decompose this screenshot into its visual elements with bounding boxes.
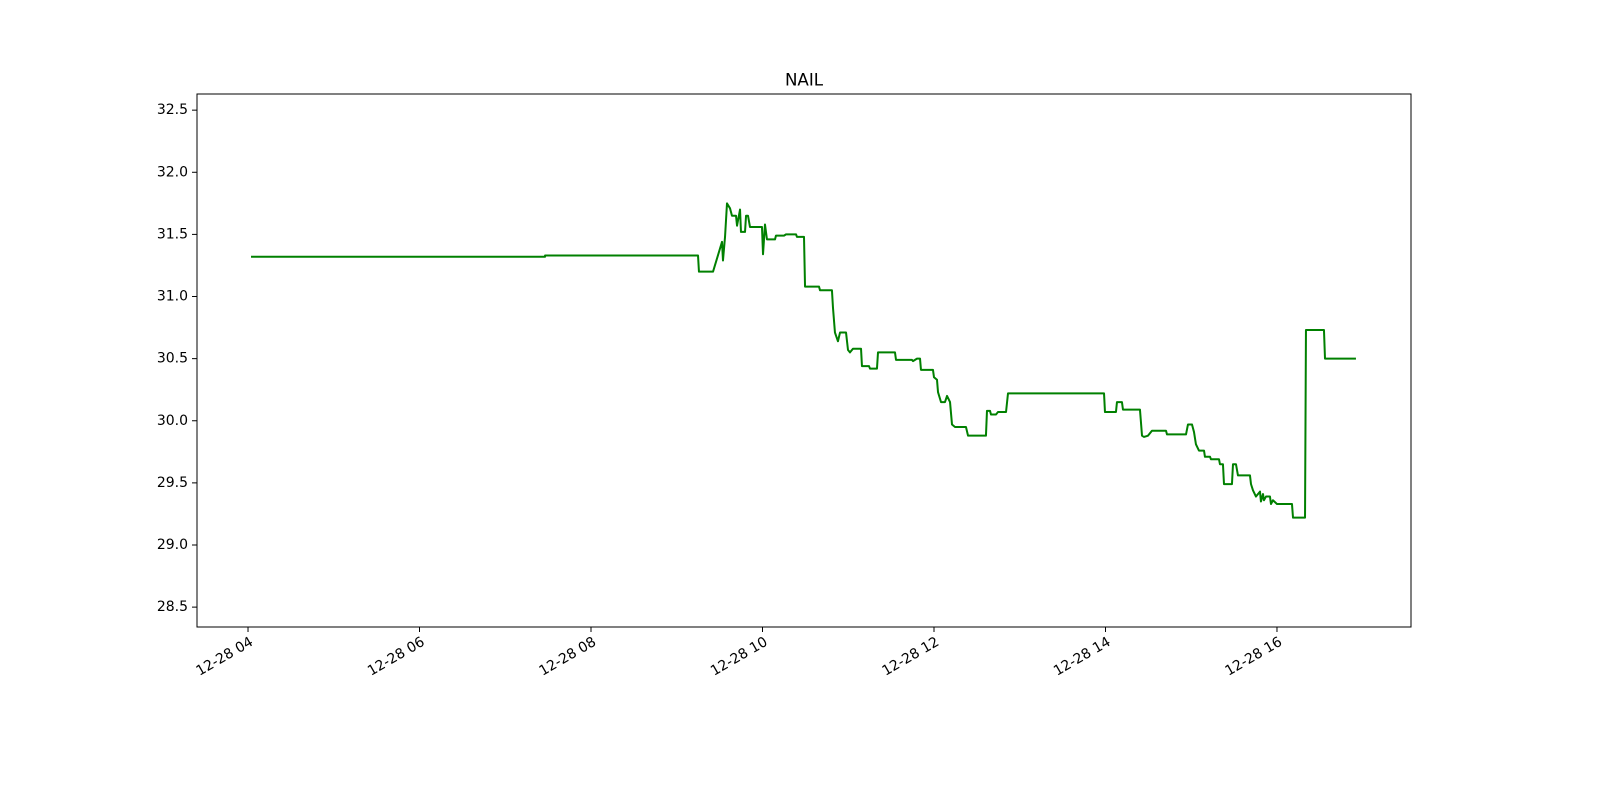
y-tick-label: 29.0 (157, 537, 188, 553)
y-tick-label: 32.0 (157, 164, 188, 180)
y-tick-label: 30.0 (157, 413, 188, 429)
y-tick-label: 29.5 (157, 475, 188, 491)
plot-frame (196, 93, 1412, 628)
price-line (251, 202, 1356, 519)
y-tick-label: 28.5 (157, 599, 188, 615)
y-tick-label: 30.5 (157, 351, 188, 367)
y-tick-label: 32.5 (157, 102, 188, 118)
chart-title: NAIL (785, 70, 824, 90)
y-tick-label: 31.5 (157, 226, 188, 242)
y-tick-label: 31.0 (157, 289, 188, 305)
